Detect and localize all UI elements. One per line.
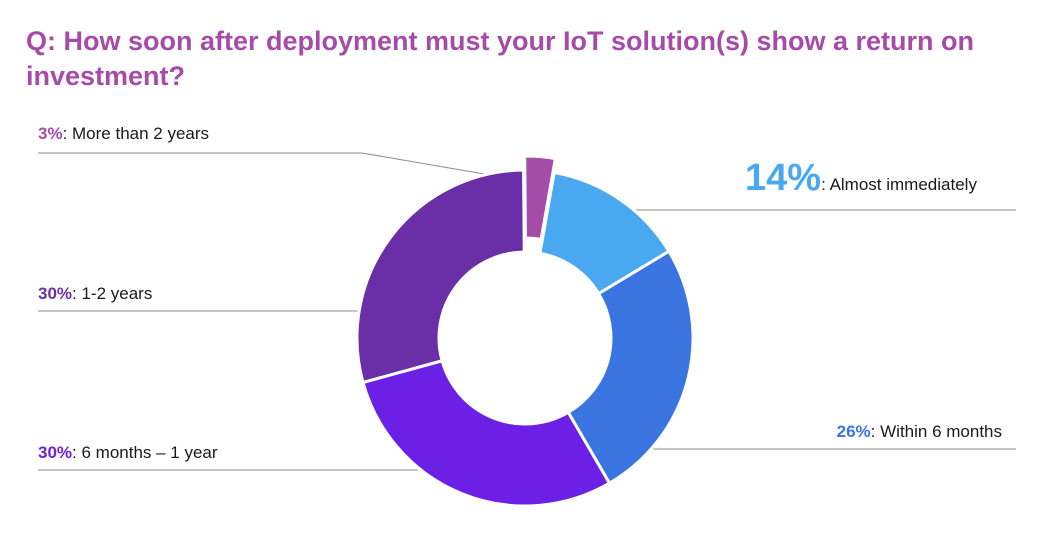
slice-percent: 26% bbox=[837, 422, 871, 441]
slice-description: : Almost immediately bbox=[821, 175, 977, 194]
slice-percent: 14% bbox=[745, 157, 821, 199]
slice-within-6-months bbox=[566, 249, 695, 485]
leader-line bbox=[38, 152, 491, 176]
leader-lines bbox=[38, 152, 1016, 471]
slice-1-2-years bbox=[355, 168, 526, 384]
slice-label: 14%: Almost immediately bbox=[745, 157, 977, 199]
slice-description: : 1-2 years bbox=[72, 284, 152, 303]
slice-label: 30%: 6 months – 1 year bbox=[38, 443, 218, 462]
slice-label: 26%: Within 6 months bbox=[837, 422, 1002, 441]
slice-description: : Within 6 months bbox=[871, 422, 1002, 441]
slice-percent: 30% bbox=[38, 443, 72, 462]
chart-title: Q: How soon after deployment must your I… bbox=[26, 26, 975, 91]
slice-labels: 14%: Almost immediately 26%: Within 6 mon… bbox=[38, 124, 1002, 462]
slice-label: 3%: More than 2 years bbox=[38, 124, 209, 143]
slice-label: 30%: 1-2 years bbox=[38, 284, 152, 303]
slice-percent: 30% bbox=[38, 284, 72, 303]
slice-description: : More than 2 years bbox=[63, 124, 209, 143]
slice-description: : 6 months – 1 year bbox=[72, 443, 218, 462]
slice-percent: 3% bbox=[38, 124, 63, 143]
slice-more-than-2-years bbox=[523, 154, 557, 241]
slice-6-months-1-year bbox=[361, 359, 611, 508]
donut-slices bbox=[355, 154, 695, 508]
